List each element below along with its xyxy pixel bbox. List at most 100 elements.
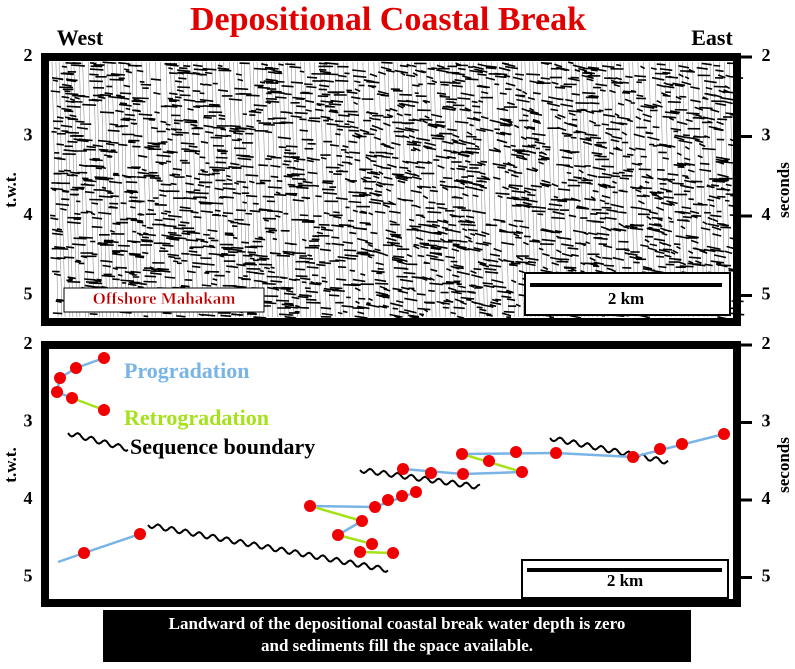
seismic-trace [346,61,354,318]
seismic-trace [79,61,86,318]
seismic-trace [70,61,78,318]
seismic-trace [448,61,455,318]
scale-label: 2 km [608,289,644,308]
seismic-trace [491,61,498,318]
progradation-line [55,356,105,393]
seismic-trace [116,61,123,318]
seismic-trace [206,61,213,318]
shoreline-point [654,443,666,455]
seismic-trace [425,61,433,318]
seismic-trace [485,61,493,318]
shoreline-point [718,428,730,440]
seismic-trace [416,61,423,318]
shoreline-point [387,547,399,559]
shoreline-point [366,538,378,550]
tag-box [63,287,265,313]
title: Depositional Coastal Break [190,1,586,38]
seismic-trace [328,61,336,318]
scale-box [521,559,729,599]
seismic-trace [517,61,524,318]
y-tick-label: 4 [762,204,771,224]
seismic-trace [237,61,244,318]
seismic-trace [66,61,74,318]
y-tick-label: 3 [24,411,33,431]
progradation-line [555,451,634,459]
shoreline-point [483,455,495,467]
y-tick-label: 2 [762,45,771,65]
seismic-trace [393,61,400,318]
seismic-trace [96,61,103,318]
legend-progradation: Progradation [124,358,249,383]
shoreline-point [676,438,688,450]
seismic-trace [187,61,194,318]
seismic-trace [320,61,327,318]
seismic-trace [256,61,264,318]
seismic-trace [309,61,317,318]
seismic-trace [223,61,231,318]
seismic-trace [314,61,321,318]
seismic-trace [149,61,156,318]
y-tick-label: 5 [24,566,33,586]
seismic-trace [357,61,364,318]
seismic-trace [266,61,273,318]
shoreline-point [98,404,110,416]
seismic-trace [261,61,269,318]
shoreline-point [457,468,469,480]
y-tick-label: 3 [24,125,33,145]
shoreline-point [51,386,63,398]
seismic-trace [378,61,386,318]
shoreline-point [510,446,522,458]
caption-box [103,610,691,662]
caption-line: Landward of the depositional coastal bre… [169,614,626,633]
seismic-trace [508,61,515,318]
shoreline-point [66,392,78,404]
seismic-trace [271,61,278,318]
interpretation [51,352,730,573]
seismic-trace [120,61,127,318]
seismic-trace [429,61,437,318]
seismic-trace [300,61,308,318]
y-tick-label: 4 [762,488,771,508]
seismic-trace [88,61,95,318]
seismic-trace [481,61,488,318]
seismic-trace [411,61,418,318]
seismic-trace [460,61,467,318]
shoreline-point [304,500,316,512]
y-tick-label: 2 [24,45,33,65]
legend-sequence-boundary: Sequence boundary [130,434,315,459]
seismic-trace [104,61,111,318]
sequence-boundary [147,523,389,573]
seismic-trace [287,61,294,318]
shoreline-point [397,463,409,475]
tag: Offshore Mahakam [93,289,236,308]
seismic-trace [401,61,409,318]
shoreline-point [70,362,82,374]
seismic-trace [174,61,181,318]
seismic-trace [343,61,350,318]
seismic-trace [253,61,260,318]
seismic-trace [274,61,282,318]
y-tick-label: 5 [762,566,771,586]
progradation-line [309,504,376,509]
seismic-trace [58,61,66,318]
seismic-trace [439,61,446,318]
shoreline-point [78,547,90,559]
axis-label: seconds [774,162,793,218]
shoreline-point [369,501,381,513]
shoreline-point [54,372,66,384]
axis-label: t.w.t. [1,172,20,207]
seismic-trace [407,61,415,318]
seismic-trace [334,61,342,318]
seismic-trace [170,61,177,318]
seismic-trace [183,61,190,318]
retrogradation-line [309,504,363,523]
seismic-trace [323,61,331,318]
seismic-trace [229,61,236,318]
west-label: West [57,25,104,50]
y-tick-label: 3 [762,125,771,145]
seismic-reflectors [50,61,745,320]
seismic-trace [165,61,173,318]
shoreline-point [550,447,562,459]
seismic-trace [444,61,451,318]
